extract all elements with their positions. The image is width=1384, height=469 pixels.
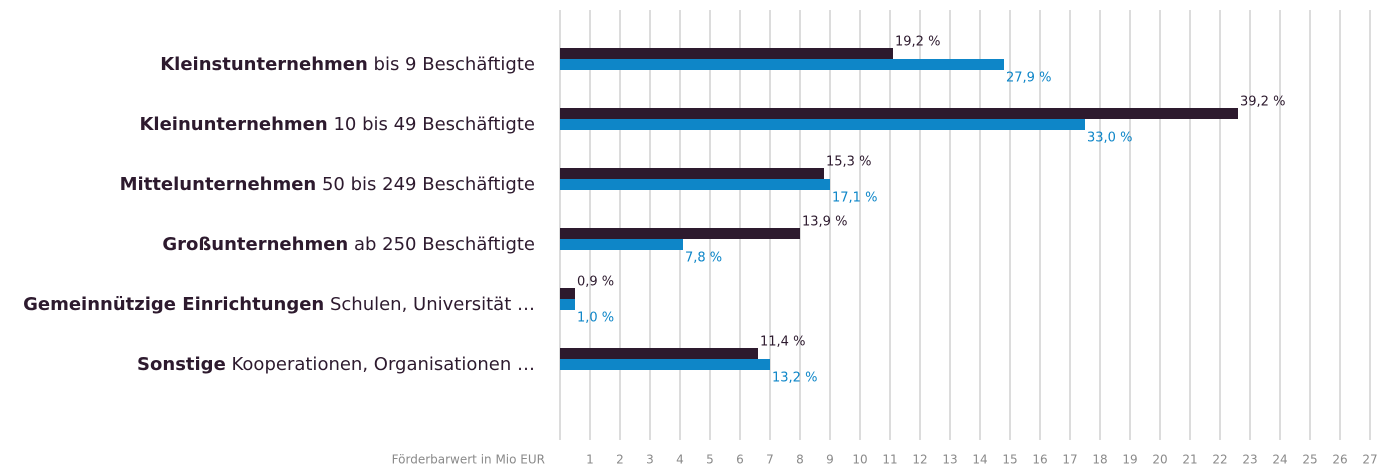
x-tick-label: 5 (706, 453, 714, 467)
share-label: 27,9 % (1006, 71, 1051, 86)
x-tick-label: 13 (942, 453, 957, 467)
x-tick-label: 24 (1272, 453, 1287, 467)
bar (560, 359, 770, 370)
x-tick-label: 14 (972, 453, 987, 467)
x-tick-label: 21 (1182, 453, 1197, 467)
x-tick-label: 18 (1092, 453, 1107, 467)
bar (560, 348, 758, 359)
category-name: Gemeinnützige Einrichtungen (23, 294, 324, 315)
share-label: 17,1 % (832, 191, 877, 206)
x-tick-label: 17 (1062, 453, 1077, 467)
category-detail: 50 bis 249 Beschäftigte (322, 174, 535, 195)
category-detail: 10 bis 49 Beschäftigte (333, 114, 535, 135)
share-label: 13,9 % (802, 215, 847, 230)
category-name: Kleinunternehmen (139, 114, 327, 135)
category-name: Sonstige (137, 354, 226, 375)
x-tick-label: 22 (1212, 453, 1227, 467)
category-label: Gemeinnützige Einrichtungen Schulen, Uni… (23, 294, 535, 315)
category-detail: Schulen, Universität … (330, 294, 535, 315)
x-tick-label: 26 (1332, 453, 1347, 467)
share-label: 11,4 % (760, 335, 805, 350)
x-tick-label: 3 (646, 453, 654, 467)
category-label: Großunternehmen ab 250 Beschäftigte (162, 234, 535, 255)
share-label: 15,3 % (826, 155, 871, 170)
share-label: 33,0 % (1087, 131, 1132, 146)
share-label: 1,0 % (577, 311, 614, 326)
bar (560, 119, 1085, 130)
x-tick-label: 9 (826, 453, 834, 467)
bar (560, 59, 1004, 70)
x-tick-label: 16 (1032, 453, 1047, 467)
share-label: 39,2 % (1240, 95, 1285, 110)
bar (560, 48, 893, 59)
bar (560, 239, 683, 250)
x-axis-label: Förderbarwert in Mio EUR (392, 453, 545, 467)
x-tick-label: 6 (736, 453, 744, 467)
bar (560, 228, 800, 239)
category-detail: Kooperationen, Organisationen … (232, 354, 535, 375)
share-label: 7,8 % (685, 251, 722, 266)
x-tick-label: 2 (616, 453, 624, 467)
category-name: Mittelunternehmen (120, 174, 317, 195)
category-label: Kleinunternehmen 10 bis 49 Beschäftigte (139, 114, 535, 135)
category-name: Großunternehmen (162, 234, 348, 255)
x-tick-label: 20 (1152, 453, 1167, 467)
x-tick-label: 19 (1122, 453, 1137, 467)
bar (560, 108, 1238, 119)
x-tick-label: 25 (1302, 453, 1317, 467)
category-detail: bis 9 Beschäftigte (374, 54, 535, 75)
x-tick-label: 23 (1242, 453, 1257, 467)
share-label: 0,9 % (577, 275, 614, 290)
bar (560, 299, 575, 310)
x-tick-label: 10 (852, 453, 867, 467)
x-tick-label: 15 (1002, 453, 1017, 467)
category-label: Sonstige Kooperationen, Organisationen … (137, 354, 535, 375)
share-label: 13,2 % (772, 371, 817, 386)
bar (560, 288, 575, 299)
x-tick-label: 12 (912, 453, 927, 467)
category-name: Kleinstunternehmen (160, 54, 368, 75)
x-tick-label: 4 (676, 453, 684, 467)
x-tick-label: 11 (882, 453, 897, 467)
category-label: Mittelunternehmen 50 bis 249 Beschäftigt… (120, 174, 535, 195)
x-tick-label: 7 (766, 453, 774, 467)
share-label: 19,2 % (895, 35, 940, 50)
category-label: Kleinstunternehmen bis 9 Beschäftigte (160, 54, 535, 75)
category-detail: ab 250 Beschäftigte (354, 234, 535, 255)
x-tick-label: 1 (586, 453, 594, 467)
bar (560, 168, 824, 179)
x-tick-label: 8 (796, 453, 804, 467)
x-tick-label: 27 (1362, 453, 1377, 467)
bar (560, 179, 830, 190)
